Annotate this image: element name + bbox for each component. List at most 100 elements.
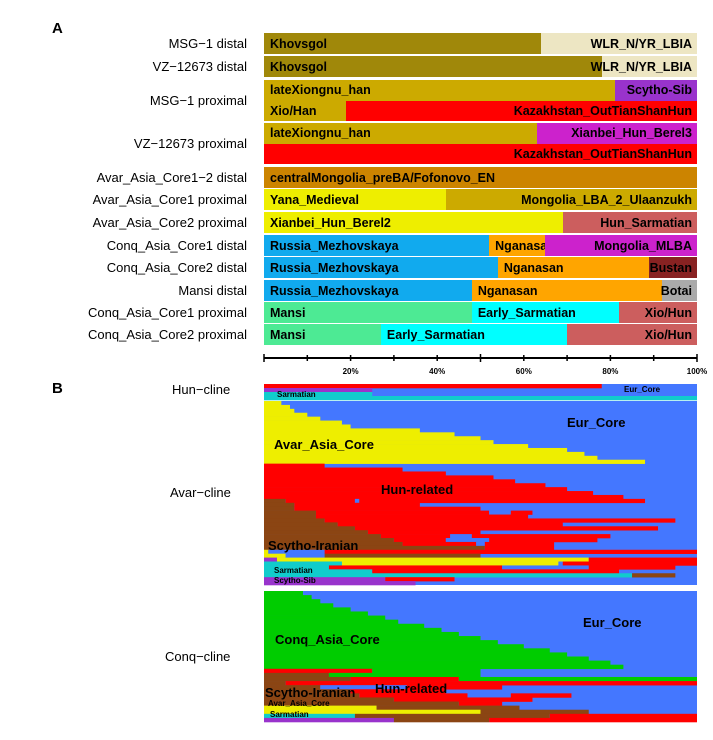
- ancestry-segment-red: [458, 701, 503, 706]
- segment-label: lateXiongnu_han: [270, 126, 371, 141]
- ancestry-segment-grn: [264, 631, 459, 637]
- ancestry-segment-red: [549, 713, 697, 719]
- ancestry-segment-brn: [264, 676, 351, 682]
- stacked-bar: Russia_Mezhovskaya Nganasan Bustan: [264, 257, 697, 278]
- bar-segment: lateXiongnu_han: [264, 80, 615, 101]
- label-eur-core: Eur_Core: [624, 385, 661, 394]
- ancestry-segment-brn: [264, 541, 403, 547]
- ancestry-segment-brn: [264, 502, 295, 508]
- segment-label: Kazakhstan_OutTianShanHun: [513, 146, 692, 161]
- bar-segment: Xio/Hun: [567, 324, 697, 345]
- row-label: Mansi distal: [178, 282, 247, 298]
- ancestry-segment-yel: [264, 436, 481, 441]
- bar-segment: lateXiongnu_han: [264, 123, 537, 144]
- bar-segment: WLR_N/YR_LBIA: [541, 33, 697, 54]
- ancestry-segment-yel: [264, 451, 585, 457]
- row-label: Conq_Asia_Core1 proximal: [88, 304, 247, 320]
- bar-segment: Mansi: [264, 324, 381, 345]
- cline-label-hun: Hun−cline: [172, 382, 231, 397]
- ancestry-segment-red: [264, 475, 494, 480]
- row-label: Avar_Asia_Core2 proximal: [92, 214, 247, 230]
- ancestry-segment-red: [315, 514, 529, 519]
- row-label: Conq_Asia_Core1 distal: [106, 237, 247, 253]
- bar-segment: Xianbei_Hun_Berel3: [536, 123, 697, 144]
- ancestry-segment-brn: [264, 545, 485, 551]
- ancestry-segment-cya: [264, 569, 373, 574]
- ancestry-segment-yel: [264, 709, 481, 715]
- segment-label: centralMongolia_preBA/Fofonovo_EN: [270, 170, 496, 185]
- row-label: VZ−12673 proximal: [133, 135, 247, 151]
- ancestry-segment-cya: [264, 565, 329, 570]
- ancestry-segment-grn: [458, 676, 697, 682]
- ancestry-segment-red: [285, 681, 697, 686]
- ancestry-segment-brn: [264, 498, 286, 504]
- ancestry-segment-pur: [264, 557, 277, 562]
- ancestry-segment-red: [324, 549, 697, 554]
- tick-label: 100%: [686, 367, 708, 376]
- ancestry-segment-eur: [502, 565, 589, 570]
- ancestry-segment-red: [328, 565, 503, 570]
- ancestry-segment-eur: [467, 693, 511, 698]
- ancestry-segment-eur: [489, 510, 511, 515]
- ancestry-segment-yel: [264, 424, 351, 429]
- ancestry-segment-grn: [264, 652, 568, 657]
- segment-label: Xio/Hun: [644, 305, 692, 320]
- ancestry-segment-eur: [354, 498, 360, 504]
- ancestry-segment-brn: [264, 526, 355, 531]
- ancestry-segment-red: [510, 510, 533, 515]
- ancestry-segment-yel: [264, 705, 377, 711]
- ancestry-segment-yel: [264, 412, 308, 417]
- ancestry-segment-red: [562, 561, 697, 566]
- ancestry-segment-red: [367, 530, 481, 535]
- label-conq-asia-core: Conq_Asia_Core: [275, 632, 380, 647]
- bar-segment: Mongolia_MLBA: [545, 235, 697, 256]
- ancestry-segment-red: [264, 494, 624, 500]
- ancestry-segment-eur: [558, 561, 563, 566]
- ancestry-segment-red: [264, 491, 594, 496]
- stacked-bar: lateXiongnu_han Scytho-Sib: [264, 80, 697, 101]
- ancestry-segment-grn: [264, 636, 481, 641]
- label-scytho-iranian: Scytho-Iranian: [265, 685, 356, 700]
- ancestry-segment-red: [315, 510, 490, 515]
- ancestry-segment-red: [354, 526, 659, 531]
- ancestry-segment-brn: [264, 518, 325, 523]
- ancestry-segment-red: [294, 506, 481, 511]
- ancestry-segment-red: [588, 557, 697, 562]
- ancestry-segment-red: [484, 541, 555, 547]
- ancestry-segment-yel: [264, 404, 290, 410]
- row-label: Conq_Asia_Core2 proximal: [88, 326, 247, 342]
- tick-label: 40%: [429, 367, 446, 376]
- ancestry-segment-cya: [264, 573, 633, 578]
- segment-label: Xianbei_Hun_Berel3: [571, 126, 692, 141]
- ancestry-segment-yel: [264, 432, 455, 437]
- bar-segment: Hun_Sarmatian: [562, 212, 697, 233]
- ancestry-segment-grn: [264, 591, 303, 596]
- segment-label: Mongolia_MLBA: [594, 238, 692, 253]
- ancestry-segment-red: [588, 565, 676, 570]
- ancestry-segment-yel: [341, 561, 559, 566]
- ancestry-segment-yel: [264, 428, 420, 433]
- bar-segment: Khovsgol: [264, 33, 542, 54]
- ancestry-segment-grn: [264, 627, 442, 633]
- ancestry-segment-eur: [476, 541, 485, 547]
- ancestry-segment-red: [402, 541, 477, 547]
- row-label: Avar_Asia_Core1−2 distal: [96, 169, 247, 185]
- label-eur-core: Eur_Core: [567, 415, 626, 430]
- ancestry-segment-red: [294, 502, 420, 508]
- segment-label: Kazakhstan_OutTianShanHun: [513, 103, 692, 118]
- segment-label: Nganasan: [477, 283, 538, 298]
- label-avar-asia-core: Avar_Asia_Core: [274, 437, 374, 452]
- ancestry-segment-red: [489, 538, 598, 543]
- segment-label: WLR_N/YR_LBIA: [590, 36, 692, 51]
- ancestry-segment-brn: [264, 681, 286, 686]
- label-sarmatian: Sarmatian: [270, 710, 309, 719]
- segment-label: Bustan: [649, 260, 692, 275]
- ancestry-segment-red: [393, 697, 533, 702]
- ancestry-segment-eur: [285, 553, 325, 558]
- label-scytho-iranian: Scytho-Iranian: [268, 538, 359, 553]
- ancestry-segment-brn: [632, 573, 676, 578]
- ancestry-segment-red: [264, 668, 373, 674]
- ancestry-segment-brn: [264, 534, 381, 539]
- panel-a-letter: A: [52, 20, 63, 37]
- ancestry-segment-red: [264, 483, 546, 488]
